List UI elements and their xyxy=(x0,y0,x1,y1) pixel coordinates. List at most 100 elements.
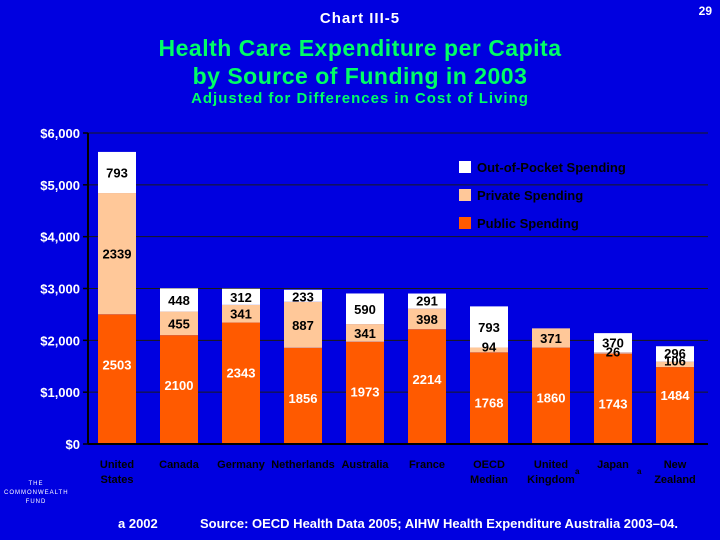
data-label-private: 106 xyxy=(664,354,686,369)
value-label-layer: 2503 2339 793 2100 455 448 2343 341 312 1856 887 23… xyxy=(103,165,691,411)
bar-out-of-pocket xyxy=(408,293,446,309)
legend-swatch xyxy=(459,189,471,201)
bar-out-of-pocket xyxy=(346,293,384,325)
data-label-out-of-pocket: 793 xyxy=(106,165,128,180)
data-label-private: 2339 xyxy=(103,247,132,262)
bar-private xyxy=(346,324,384,342)
category-mark: a xyxy=(575,467,580,476)
y-tick-label: $5,000 xyxy=(40,178,80,193)
bar-out-of-pocket xyxy=(284,289,322,302)
axis-layer: $0 $1,000 $2,000 $3,000 $4,000 $5,000 $6,000 Un… xyxy=(40,126,708,486)
commonwealth-fund-logo: THE COMMONWEALTH FUND xyxy=(4,480,68,507)
legend-label: Private Spending xyxy=(477,188,583,203)
bar-out-of-pocket xyxy=(98,151,136,194)
data-label-public: 1484 xyxy=(661,388,691,403)
y-tick-label: $0 xyxy=(66,437,80,452)
chart-subtitle: Adjusted for Differences in Cost of Livi… xyxy=(191,90,529,107)
bar-out-of-pocket xyxy=(470,306,508,348)
logo-line-3: FUND xyxy=(25,499,47,505)
category-label: OECD xyxy=(473,459,505,471)
bar-public xyxy=(470,352,508,444)
data-label-out-of-pocket: 291 xyxy=(416,294,438,309)
bar-out-of-pocket xyxy=(656,346,694,362)
category-label: United xyxy=(100,459,134,471)
data-label-public: 1860 xyxy=(537,391,566,406)
y-tick-label: $6,000 xyxy=(40,126,80,141)
legend-swatch xyxy=(459,217,471,229)
data-label-public: 1856 xyxy=(289,391,318,406)
data-label-private: 371 xyxy=(540,331,562,346)
legend-label: Public Spending xyxy=(477,216,579,231)
data-label-out-of-pocket: 233 xyxy=(292,290,314,305)
category-label: Australia xyxy=(341,459,389,471)
bar-private xyxy=(98,193,136,315)
legend-label: Out-of-Pocket Spending xyxy=(477,160,626,175)
y-tick-label: $4,000 xyxy=(40,230,80,245)
legend-swatch xyxy=(459,161,471,173)
data-label-public: 2343 xyxy=(227,366,256,381)
bar-private xyxy=(222,304,260,323)
category-label: States xyxy=(100,474,133,486)
category-mark: a xyxy=(637,467,642,476)
data-label-public: 1768 xyxy=(475,395,504,410)
bar-private xyxy=(656,361,694,368)
category-label: Kingdom xyxy=(527,474,575,486)
bar-private xyxy=(284,301,322,348)
logo-line-2: COMMONWEALTH xyxy=(4,490,69,496)
data-label-out-of-pocket: 370 xyxy=(602,336,624,351)
bar-layer xyxy=(98,151,694,444)
title-line-1: Health Care Expenditure per Capita xyxy=(158,35,562,61)
title-line-2: by Source of Funding in 2003 xyxy=(192,63,528,89)
footnote: a 2002 xyxy=(118,516,158,531)
data-label-public: 2503 xyxy=(103,357,132,372)
data-label-private: 94 xyxy=(482,339,497,354)
data-label-public: 2100 xyxy=(165,378,194,393)
bar-public xyxy=(160,335,198,444)
data-label-private: 887 xyxy=(292,318,314,333)
category-label: Germany xyxy=(217,459,266,471)
data-label-public: 1743 xyxy=(599,397,628,412)
bar-out-of-pocket xyxy=(594,333,632,353)
category-label: France xyxy=(409,459,445,471)
bar-out-of-pocket xyxy=(160,288,198,312)
bar-out-of-pocket xyxy=(222,288,260,305)
bar-public xyxy=(98,314,136,444)
bar-public xyxy=(346,341,384,444)
data-label-public: 1973 xyxy=(351,385,380,400)
data-label-public: 2214 xyxy=(413,372,443,387)
bar-public xyxy=(594,353,632,444)
bar-public xyxy=(222,322,260,444)
y-tick-label: $3,000 xyxy=(40,282,80,297)
category-label: United xyxy=(534,459,568,471)
logo-line-1: THE xyxy=(28,481,44,487)
bar-private xyxy=(160,311,198,336)
y-tick-label: $2,000 xyxy=(40,333,80,348)
legend: Out-of-Pocket Spending Private Spending Pu… xyxy=(459,160,626,231)
data-label-out-of-pocket: 312 xyxy=(230,290,252,305)
data-label-private: 26 xyxy=(606,344,620,359)
bar-public xyxy=(284,347,322,444)
data-label-private: 455 xyxy=(168,316,190,331)
category-label: Median xyxy=(470,474,508,486)
data-label-private: 398 xyxy=(416,312,438,327)
page-number: 29 xyxy=(698,4,712,18)
chart-label: Chart III-5 xyxy=(319,10,401,27)
category-label: Netherlands xyxy=(271,459,335,471)
data-label-out-of-pocket: 793 xyxy=(478,320,500,335)
category-label: Canada xyxy=(159,459,200,471)
category-label: Japan xyxy=(597,459,629,471)
chart-title: Health Care Expenditure per Capita by So… xyxy=(0,34,720,90)
source-note: Source: OECD Health Data 2005; AIHW Heal… xyxy=(200,516,679,531)
data-label-private: 341 xyxy=(354,326,376,341)
bar-public xyxy=(408,329,446,444)
data-label-private: 341 xyxy=(230,307,252,322)
data-label-out-of-pocket: 296 xyxy=(664,346,686,361)
y-tick-label: $1,000 xyxy=(40,385,80,400)
bar-public xyxy=(656,367,694,444)
bar-public xyxy=(532,347,570,444)
bar-private xyxy=(408,308,446,330)
data-label-out-of-pocket: 590 xyxy=(354,302,376,317)
bar-private xyxy=(594,352,632,354)
category-label: Zealand xyxy=(654,474,696,486)
